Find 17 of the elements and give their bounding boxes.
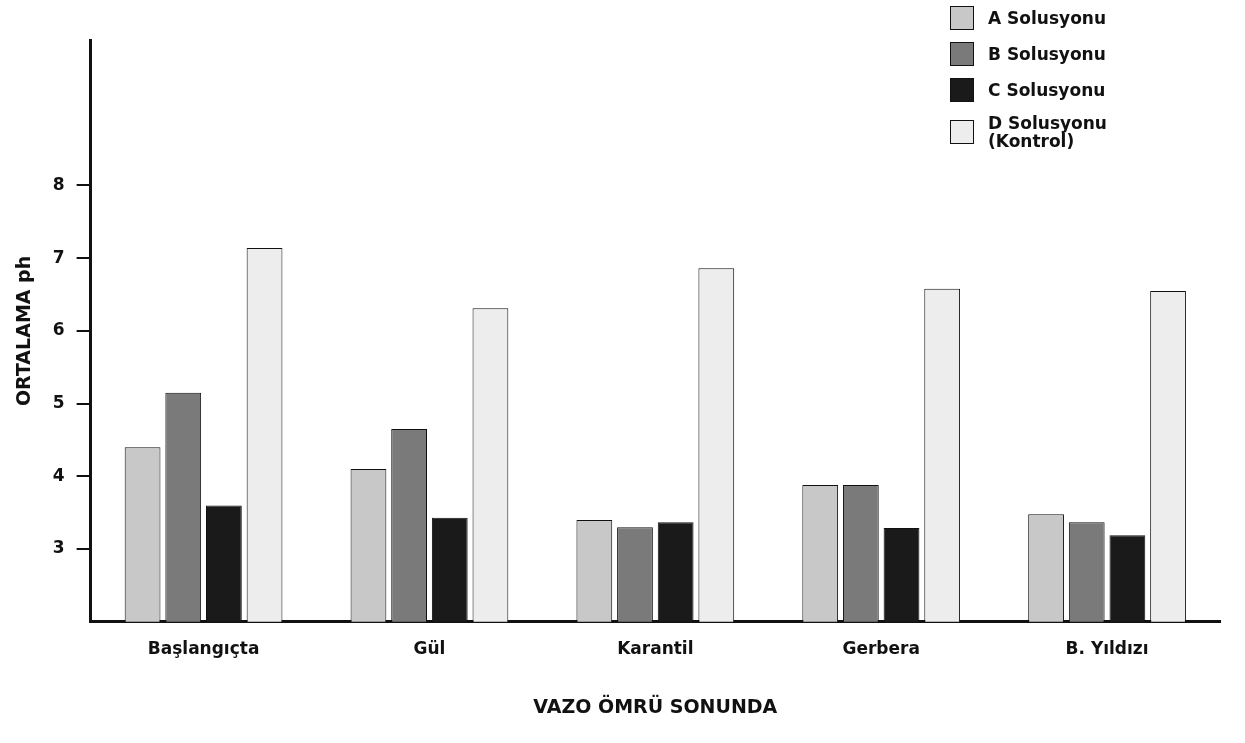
y-tick-label: 6 xyxy=(52,319,65,340)
y-tick-label: 7 xyxy=(52,246,65,267)
x-tick-label: Başlangıçta xyxy=(147,638,260,659)
y-tick-label: 8 xyxy=(52,173,65,194)
y-tick-label: 5 xyxy=(52,392,65,413)
y-tick-label: 3 xyxy=(52,537,65,558)
y-axis-title: ORTALAMA ph xyxy=(12,255,35,407)
legend-label: C Solusyonu xyxy=(988,80,1106,100)
x-tick-label: Gül xyxy=(413,638,446,659)
x-tick-label: Karantil xyxy=(617,638,694,659)
x-tick-label: B. Yıldızı xyxy=(1065,638,1149,659)
x-tick-label: Gerbera xyxy=(842,638,920,659)
legend-label: B Solusyonu xyxy=(988,44,1106,64)
x-axis-title: VAZO ÖMRÜ SONUNDA xyxy=(533,693,778,717)
y-tick-label: 4 xyxy=(52,464,65,485)
legend-label: D Solusyonu (Kontrol) xyxy=(988,113,1108,151)
legend-label: A Solusyonu xyxy=(988,8,1107,28)
